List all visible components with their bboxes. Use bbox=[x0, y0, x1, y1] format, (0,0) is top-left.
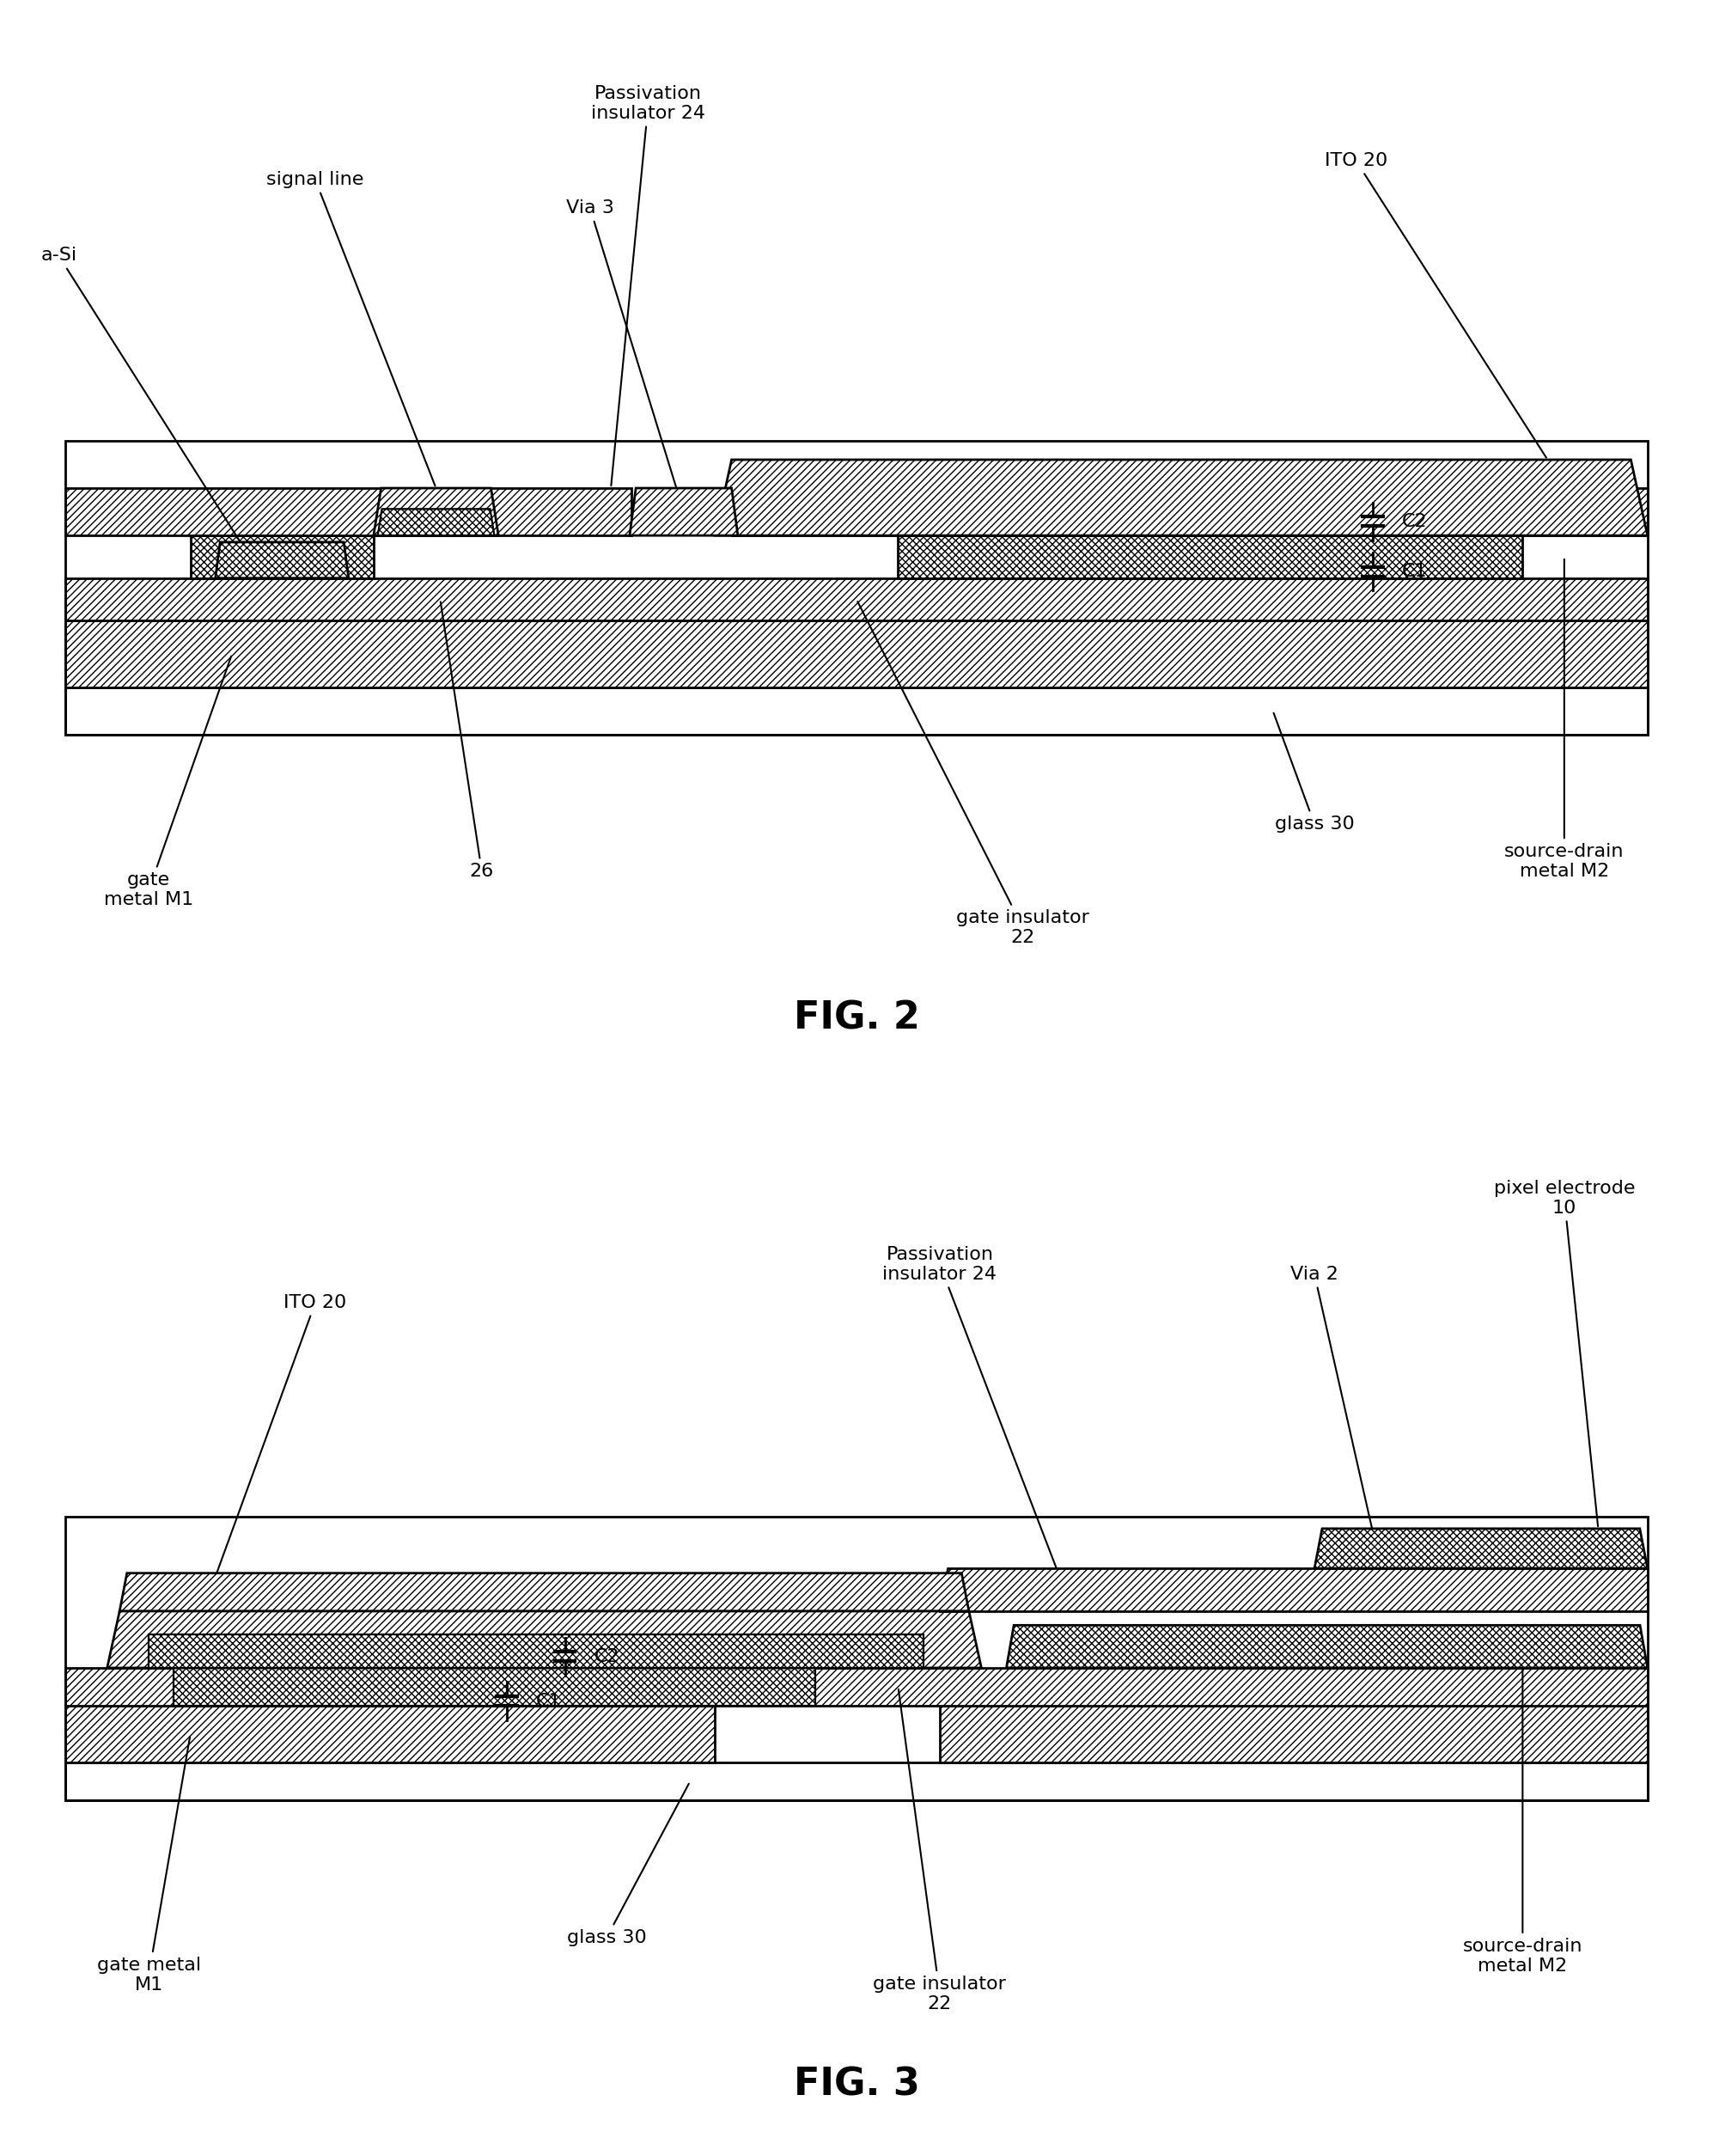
Text: gate metal
M1: gate metal M1 bbox=[96, 1736, 200, 1994]
Text: C2: C2 bbox=[594, 1647, 620, 1664]
Polygon shape bbox=[120, 1574, 970, 1611]
Polygon shape bbox=[216, 541, 348, 578]
Text: gate insulator
22: gate insulator 22 bbox=[874, 1688, 1006, 2012]
Text: signal line: signal line bbox=[267, 170, 435, 485]
Text: Via 3: Via 3 bbox=[565, 201, 683, 509]
Polygon shape bbox=[65, 621, 1648, 688]
Polygon shape bbox=[379, 509, 495, 535]
Polygon shape bbox=[108, 1611, 982, 1669]
Polygon shape bbox=[65, 487, 632, 535]
Text: C1: C1 bbox=[1401, 563, 1427, 580]
Text: Passivation
insulator 24: Passivation insulator 24 bbox=[882, 1246, 1064, 1587]
Text: FIG. 3: FIG. 3 bbox=[793, 2065, 920, 2104]
Polygon shape bbox=[65, 1705, 714, 1764]
Text: glass 30: glass 30 bbox=[567, 1783, 689, 1947]
Polygon shape bbox=[1006, 1626, 1648, 1669]
Text: glass 30: glass 30 bbox=[1274, 714, 1355, 832]
Polygon shape bbox=[173, 1669, 815, 1705]
Polygon shape bbox=[898, 535, 1523, 578]
Polygon shape bbox=[940, 1567, 1648, 1611]
Polygon shape bbox=[190, 535, 373, 578]
Polygon shape bbox=[1314, 1529, 1648, 1567]
Text: pixel electrode
10: pixel electrode 10 bbox=[1494, 1179, 1634, 1526]
Polygon shape bbox=[940, 1705, 1648, 1764]
Polygon shape bbox=[373, 487, 498, 535]
Text: Passivation
insulator 24: Passivation insulator 24 bbox=[591, 84, 706, 485]
Text: C2: C2 bbox=[1401, 513, 1427, 530]
Text: a-Si: a-Si bbox=[41, 248, 240, 541]
Text: ITO 20: ITO 20 bbox=[204, 1294, 346, 1608]
Text: FIG. 2: FIG. 2 bbox=[793, 1000, 920, 1037]
Text: C1: C1 bbox=[536, 1692, 562, 1710]
Text: source-drain
metal M2: source-drain metal M2 bbox=[1504, 558, 1624, 880]
Polygon shape bbox=[149, 1634, 923, 1669]
Polygon shape bbox=[731, 487, 1648, 535]
Polygon shape bbox=[65, 1669, 1648, 1705]
Polygon shape bbox=[65, 1764, 1648, 1800]
Text: gate insulator
22: gate insulator 22 bbox=[858, 602, 1089, 946]
Polygon shape bbox=[714, 459, 1648, 535]
Polygon shape bbox=[630, 487, 738, 535]
Text: gate
metal M1: gate metal M1 bbox=[104, 655, 231, 908]
Text: 26: 26 bbox=[440, 602, 493, 880]
Text: source-drain
metal M2: source-drain metal M2 bbox=[1463, 1649, 1583, 1975]
Polygon shape bbox=[65, 688, 1648, 735]
Text: ITO 20: ITO 20 bbox=[1324, 153, 1547, 457]
Polygon shape bbox=[65, 578, 1648, 621]
Text: Via 2: Via 2 bbox=[1290, 1266, 1381, 1565]
